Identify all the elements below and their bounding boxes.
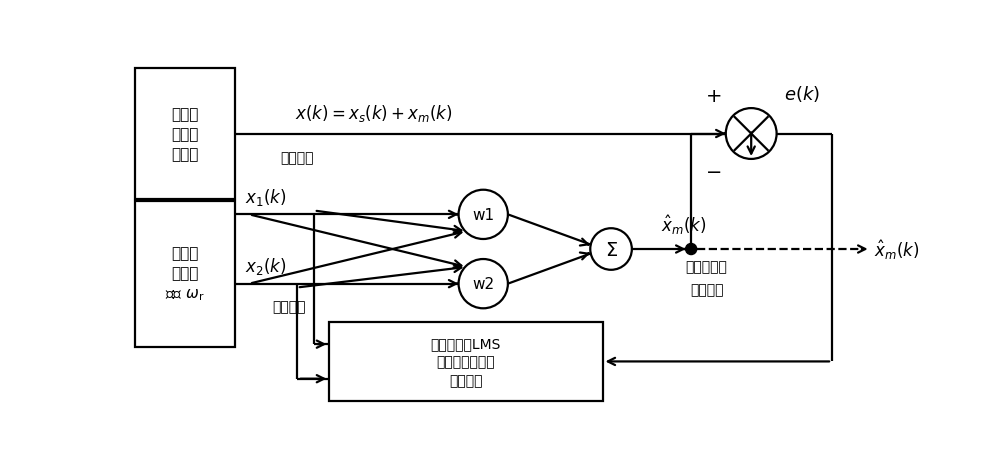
Text: 位移信号: 位移信号	[280, 151, 314, 165]
Circle shape	[459, 190, 508, 240]
FancyBboxPatch shape	[135, 201, 235, 347]
Text: 参考信号: 参考信号	[272, 299, 306, 313]
Text: w2: w2	[472, 277, 494, 291]
Text: 转子径
向位移
传感器: 转子径 向位移 传感器	[172, 107, 199, 162]
Circle shape	[459, 259, 508, 308]
Text: $e(k)$: $e(k)$	[784, 84, 820, 104]
Text: $x(k)=x_s(k)+x_m(k)$: $x(k)=x_s(k)+x_m(k)$	[295, 103, 453, 124]
Circle shape	[726, 109, 777, 160]
Text: $x_2(k)$: $x_2(k)$	[245, 255, 286, 276]
Text: −: −	[706, 162, 722, 182]
Text: $\hat{x}_m(k)$: $\hat{x}_m(k)$	[661, 213, 706, 236]
Text: $\hat{x}_m(k)$: $\hat{x}_m(k)$	[874, 238, 920, 261]
Text: +: +	[705, 87, 722, 106]
Text: 电机转
速传感
器测 $\omega_{\mathrm{r}}$: 电机转 速传感 器测 $\omega_{\mathrm{r}}$	[165, 246, 205, 302]
Circle shape	[590, 229, 632, 270]
Text: $x_1(k)$: $x_1(k)$	[245, 186, 286, 207]
Text: w1: w1	[472, 207, 494, 222]
Circle shape	[686, 244, 697, 255]
Text: 不平衡振动: 不平衡振动	[686, 259, 727, 274]
FancyBboxPatch shape	[135, 69, 235, 200]
FancyBboxPatch shape	[329, 323, 603, 401]
Text: $\Sigma$: $\Sigma$	[605, 240, 618, 259]
Text: 位移信号: 位移信号	[690, 282, 723, 297]
Text: 步长函数的LMS
滤波权值调整自
适应算法: 步长函数的LMS 滤波权值调整自 适应算法	[431, 336, 501, 387]
